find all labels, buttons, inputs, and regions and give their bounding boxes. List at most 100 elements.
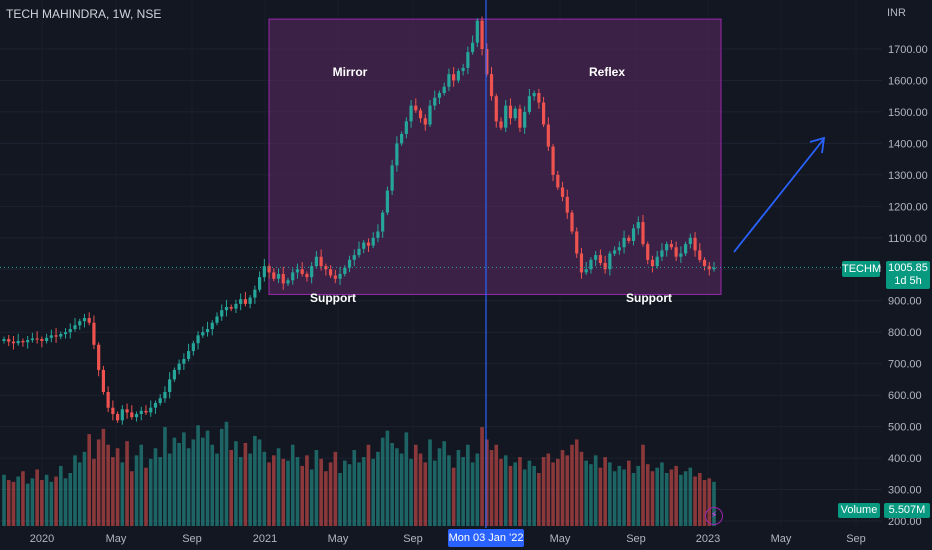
candle [499, 121, 503, 128]
volume-bar [281, 458, 286, 526]
volume-bar [707, 478, 712, 526]
volume-bar [579, 451, 584, 526]
volume-bar [101, 428, 106, 526]
support-label: Support [310, 291, 356, 305]
volume-bar [158, 457, 162, 526]
candle [215, 316, 219, 323]
volume-bar [167, 453, 172, 526]
candle [428, 105, 432, 125]
candle [73, 325, 77, 330]
candle [551, 146, 555, 175]
volume-bar [148, 458, 153, 526]
candle [518, 108, 522, 128]
candle [608, 253, 612, 270]
candle [471, 42, 475, 53]
candle [660, 250, 664, 257]
candle [92, 322, 96, 345]
candle [698, 250, 702, 260]
candle [149, 407, 153, 413]
volume-bar [385, 430, 390, 526]
volume-bar [432, 460, 437, 526]
candle [385, 190, 389, 213]
candle [134, 414, 139, 418]
volume-value: 5.507M [884, 503, 930, 518]
volume-bar [25, 483, 30, 526]
volume-bar [82, 451, 87, 526]
volume-bar [612, 471, 617, 526]
x-tick-label: May [550, 533, 571, 545]
candle [613, 250, 617, 254]
candle [205, 329, 210, 333]
candle [641, 222, 645, 245]
x-tick-label: Sep [626, 533, 646, 545]
candle [409, 105, 413, 122]
candle [542, 102, 546, 125]
volume-bar [418, 453, 423, 526]
volume-bar [461, 457, 465, 526]
candle [54, 335, 58, 337]
trend-arrow [733, 139, 824, 253]
volume-bar [371, 458, 375, 526]
candle [627, 237, 631, 241]
candle [168, 379, 172, 392]
candle [707, 266, 711, 270]
volume-bar [688, 467, 693, 526]
candle [35, 338, 39, 340]
candle [338, 273, 342, 279]
volume-bar [2, 474, 6, 526]
candle [665, 244, 669, 251]
candle [196, 335, 200, 344]
volume-bar [73, 455, 77, 526]
candle [21, 341, 25, 343]
candle [366, 242, 371, 246]
candle [59, 334, 63, 337]
candle [248, 297, 252, 304]
candle [565, 196, 569, 213]
candle [371, 237, 375, 246]
volume-bar [125, 441, 129, 526]
volume-bar [163, 427, 167, 526]
volume-bar [546, 453, 551, 526]
volume-bar [243, 442, 248, 526]
volume-bar [669, 469, 674, 526]
candle [437, 93, 442, 98]
candle [594, 255, 598, 260]
volume-bar [617, 465, 622, 526]
candle [286, 280, 290, 284]
candle [702, 259, 707, 267]
volume-bar [664, 473, 669, 526]
candle [693, 237, 697, 251]
volume-bar [201, 437, 205, 526]
volume-bar [215, 453, 219, 526]
candle [182, 358, 186, 364]
volume-bar [352, 450, 357, 526]
candle [291, 272, 295, 281]
candle [329, 269, 333, 276]
volume-bar [295, 457, 300, 526]
candle [556, 174, 560, 188]
volume-bar [328, 462, 333, 526]
candle [362, 242, 366, 249]
volume-bar [196, 425, 200, 526]
candle [125, 409, 129, 413]
candle [343, 267, 347, 274]
volume-bar [593, 455, 598, 526]
candle [513, 108, 517, 119]
volume-bar [361, 457, 366, 526]
volume-bar [309, 469, 314, 526]
volume-bar [272, 455, 276, 526]
volume-bar [177, 442, 181, 526]
candle [584, 269, 588, 273]
volume-bar [68, 473, 73, 526]
lightning-icon[interactable]: ⚡ [705, 507, 723, 525]
candle [504, 105, 508, 128]
candle [423, 118, 427, 125]
volume-bar [139, 444, 144, 526]
y-tick-label: 1500.00 [888, 107, 928, 119]
candle [191, 343, 195, 352]
volume-bar [186, 448, 191, 526]
candle [16, 341, 20, 344]
candle [87, 318, 91, 323]
candle [400, 133, 404, 144]
